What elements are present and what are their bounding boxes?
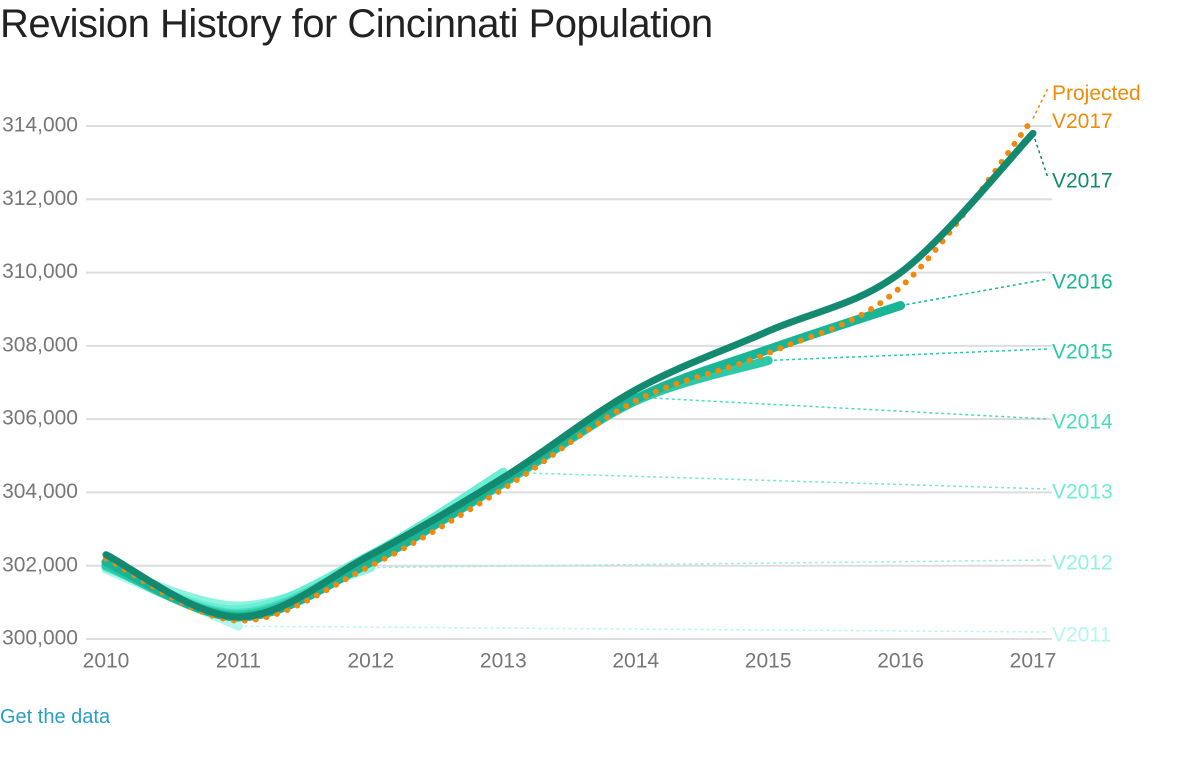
y-tick-label: 306,000 [2,407,78,430]
x-tick-label: 2015 [745,650,792,673]
legend-label: V2013 [1052,481,1113,504]
leader-line [900,278,1049,307]
leader-line [1032,87,1049,120]
leader-line [1032,133,1049,179]
y-tick-label: 310,000 [2,260,78,283]
y-tick-label: 304,000 [2,480,78,503]
leader-line [635,396,1049,420]
legend-label-line: Projected [1052,82,1147,105]
legend-label: V2012 [1052,552,1113,575]
series-line [101,301,906,622]
series-line [101,392,641,618]
y-tick-label: 308,000 [2,333,78,356]
y-tick-label: 302,000 [2,553,78,576]
x-tick-label: 2016 [877,650,924,673]
legend-label: V2014 [1052,411,1113,434]
legend-label-line: V2017 [1052,110,1113,133]
x-tick-label: 2017 [1010,650,1057,673]
x-tick-label: 2012 [347,650,394,673]
series-line [101,356,773,620]
x-tick-label: 2013 [480,650,527,673]
leader-line [768,348,1049,362]
leader-line [238,625,1049,633]
legend-label: V2017 [1052,170,1113,193]
y-tick-label: 314,000 [2,114,78,137]
leader-line [370,559,1049,569]
legend-label: V2011 [1052,624,1111,647]
series-line [102,129,1037,621]
y-tick-label: 312,000 [2,187,78,210]
legend-label: V2015 [1052,341,1113,364]
chart-title: Revision History for Cincinnati Populati… [0,2,713,46]
x-tick-label: 2011 [216,650,261,673]
leader-line [503,471,1049,490]
series-line [103,115,1036,624]
y-tick-label: 300,000 [2,627,78,650]
legend-label: Projected V2017 [1052,82,1147,133]
x-tick-label: 2014 [612,650,659,673]
legend-label: V2016 [1052,271,1113,294]
data-link[interactable]: Get the data [0,706,111,728]
chart: 300,000 302,000 304,000 306,000 308,000 310,0… [2,82,1147,673]
x-tick-label: 2010 [83,650,130,673]
